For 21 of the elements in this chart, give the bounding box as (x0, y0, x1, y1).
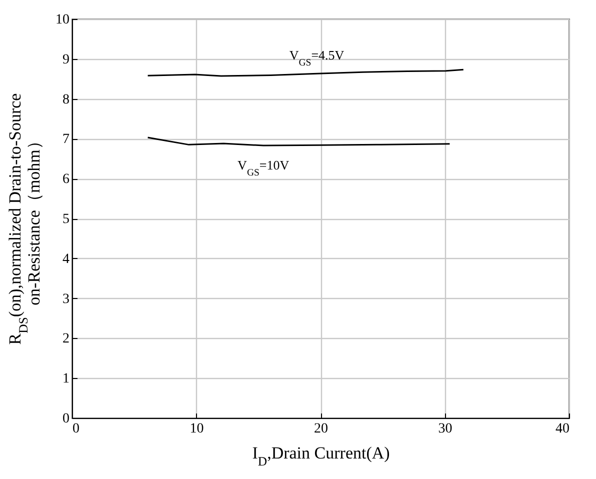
y-tick-label: 1 (62, 372, 70, 387)
x-tick-label: 0 (72, 422, 80, 436)
y-tick-label: 5 (62, 212, 70, 227)
series-label: V$_{GS}$=4.5V (289, 48, 345, 68)
x-tick-label: 10 (190, 422, 204, 436)
series-label: V$_{GS}$=10V (238, 157, 290, 178)
y-tick-label: 3 (62, 292, 70, 307)
x-tick-label: 20 (314, 422, 328, 436)
line-series (147, 136, 450, 146)
x-tick-label: 30 (438, 422, 452, 436)
y-tick-label: 6 (62, 172, 70, 188)
y-tick-label: 10 (56, 12, 70, 28)
y-tick-label: 2 (62, 332, 70, 347)
y-tick-label: 8 (62, 92, 70, 108)
y-tick-label: 4 (62, 252, 70, 267)
x-tick-label: 40 (556, 422, 570, 436)
x-axis-title: I$_{D}$,Drain Current(A) (252, 444, 390, 468)
y-tick-label: 9 (62, 52, 70, 68)
y-tick-label: 0 (62, 412, 70, 426)
y-tick-label: 7 (62, 132, 70, 148)
line-series (147, 68, 464, 77)
